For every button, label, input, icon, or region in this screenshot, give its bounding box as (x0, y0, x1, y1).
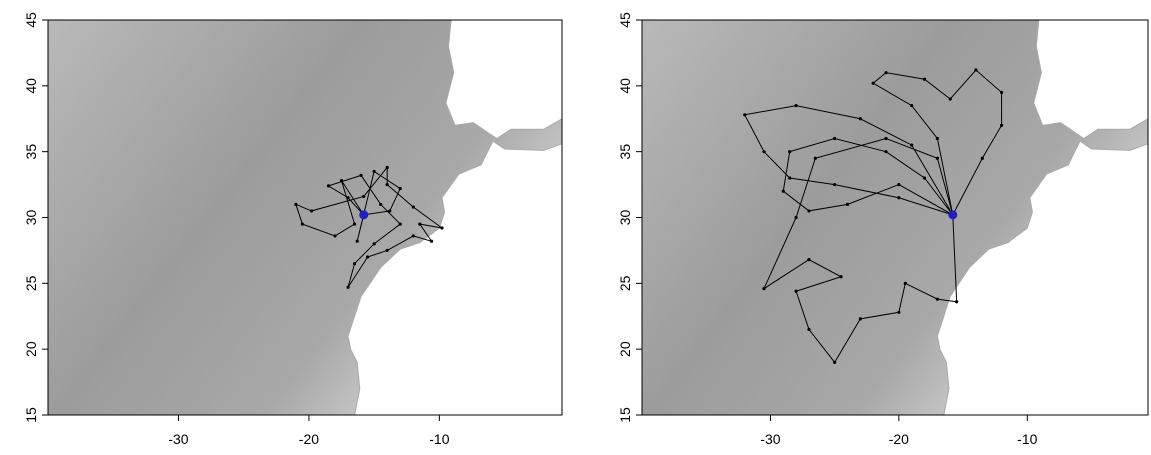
land (1034, 20, 1148, 139)
track-point (788, 150, 791, 153)
track-point (356, 240, 359, 243)
track-point (386, 166, 389, 169)
track-point (386, 249, 389, 252)
y-tick-label: 30 (617, 210, 633, 226)
track-point (430, 240, 433, 243)
y-tick-label: 35 (617, 144, 633, 160)
x-tick-label: -20 (889, 431, 909, 447)
track-point (762, 150, 765, 153)
track-point (936, 157, 939, 160)
land (446, 20, 562, 139)
track-point (399, 187, 402, 190)
track-point (884, 150, 887, 153)
track-point (904, 282, 907, 285)
track-point (807, 328, 810, 331)
track-point (795, 290, 798, 293)
track-point (399, 222, 402, 225)
track-point (859, 317, 862, 320)
track-point (974, 68, 977, 71)
track-point (301, 222, 304, 225)
track-point (762, 287, 765, 290)
track-point (839, 275, 842, 278)
track-point (807, 209, 810, 212)
track-point (346, 196, 349, 199)
track-point (833, 183, 836, 186)
track-point (743, 113, 746, 116)
track-point (872, 82, 875, 85)
y-tick-label: 45 (23, 12, 39, 28)
track-point (859, 117, 862, 120)
track-point (910, 143, 913, 146)
y-tick-label: 15 (617, 407, 633, 423)
track-point (936, 298, 939, 301)
track-point (833, 137, 836, 140)
y-tick-label: 20 (617, 341, 633, 357)
y-tick-label: 35 (23, 144, 39, 160)
plot-area (48, 20, 562, 415)
track-point (373, 170, 376, 173)
track-point (795, 216, 798, 219)
track-point (833, 361, 836, 364)
track-point (846, 203, 849, 206)
figure: -30 -20 -10 15 20 25 30 35 40 45 -30 -20 -10 15 20 25 30… (0, 0, 1151, 455)
track-point (379, 203, 382, 206)
track-point (981, 157, 984, 160)
track-point (807, 258, 810, 261)
track-point (340, 179, 343, 182)
track-point (359, 174, 362, 177)
track-point (949, 97, 952, 100)
track-point (814, 157, 817, 160)
track-point (923, 176, 926, 179)
track-point (366, 255, 369, 258)
map-panel: -30 -20 -10 15 20 25 30 35 40 45 (23, 12, 562, 447)
track-point (333, 234, 336, 237)
y-tick-label: 40 (23, 78, 39, 94)
track-point (353, 222, 356, 225)
track-point (795, 104, 798, 107)
track-point (412, 234, 415, 237)
track-point (388, 209, 391, 212)
track-point (310, 209, 313, 212)
track-point (327, 184, 330, 187)
track-point (412, 205, 415, 208)
track-point (955, 300, 958, 303)
track-point (923, 78, 926, 81)
x-tick-label: -10 (1017, 431, 1037, 447)
plot-area (642, 20, 1148, 415)
colony-marker (948, 210, 957, 219)
colony-marker (359, 210, 368, 219)
x-tick-label: -30 (168, 431, 188, 447)
track-point (418, 222, 421, 225)
y-tick-label: 20 (23, 341, 39, 357)
track-point (910, 104, 913, 107)
track-point (897, 311, 900, 314)
track-point (373, 242, 376, 245)
y-tick-label: 25 (617, 275, 633, 291)
track-point (1000, 91, 1003, 94)
track-point (386, 183, 389, 186)
track-point (884, 137, 887, 140)
x-tick-label: -30 (760, 431, 780, 447)
track-point (362, 195, 365, 198)
track-point (440, 226, 443, 229)
track-point (788, 176, 791, 179)
y-tick-label: 45 (617, 12, 633, 28)
track-point (782, 190, 785, 193)
x-tick-label: -20 (299, 431, 319, 447)
track-point (936, 137, 939, 140)
y-tick-label: 15 (23, 407, 39, 423)
track-point (1000, 124, 1003, 127)
track-point (897, 196, 900, 199)
track-point (884, 71, 887, 74)
track-point (897, 183, 900, 186)
y-tick-label: 40 (617, 78, 633, 94)
track-point (294, 203, 297, 206)
map-panel: -30 -20 -10 15 20 25 30 35 40 45 (617, 12, 1148, 447)
y-tick-label: 30 (23, 210, 39, 226)
x-tick-label: -10 (429, 431, 449, 447)
track-point (346, 286, 349, 289)
y-tick-label: 25 (23, 275, 39, 291)
track-point (353, 262, 356, 265)
